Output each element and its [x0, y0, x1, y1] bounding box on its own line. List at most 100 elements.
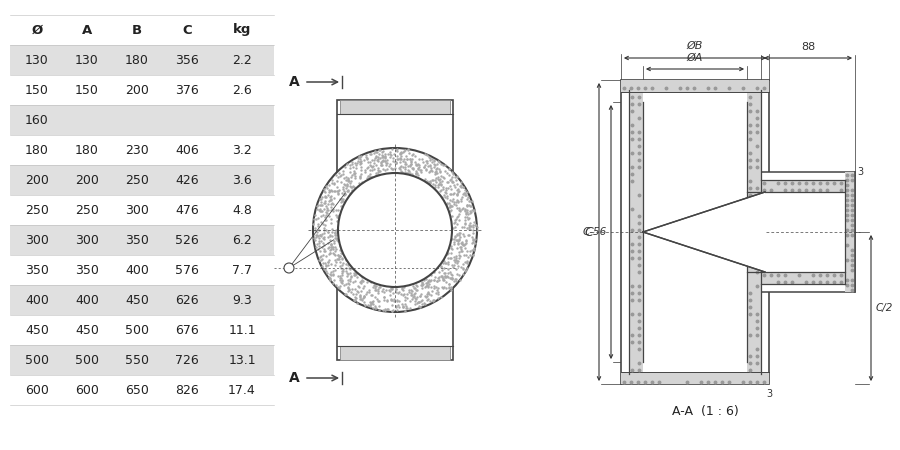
Point [409, 167, 423, 175]
Point [374, 167, 388, 175]
Point [320, 192, 335, 199]
Point [424, 177, 438, 184]
Point [343, 189, 357, 196]
Point [365, 164, 380, 171]
Point [319, 216, 333, 224]
Point [327, 194, 341, 201]
Point [454, 248, 469, 255]
Point [447, 224, 462, 231]
Point [452, 206, 466, 213]
Point [323, 249, 338, 256]
Point [414, 166, 428, 173]
Point [431, 184, 446, 191]
Point [374, 148, 389, 156]
Point [451, 185, 465, 192]
Point [343, 266, 357, 273]
Point [339, 174, 354, 181]
Point [370, 295, 384, 302]
Point [330, 251, 345, 258]
Point [460, 195, 474, 203]
Point [323, 276, 338, 283]
Point [430, 164, 445, 171]
Point [359, 153, 374, 161]
Point [419, 160, 434, 167]
Point [430, 160, 445, 167]
Point [319, 268, 333, 275]
Point [418, 150, 432, 158]
Point [400, 146, 415, 153]
Point [452, 210, 466, 217]
Point [452, 271, 466, 279]
Point [385, 145, 400, 153]
Point [424, 283, 438, 290]
Point [335, 261, 349, 269]
Point [400, 170, 414, 177]
Point [331, 212, 346, 219]
Point [306, 220, 320, 227]
Point [329, 255, 344, 262]
Point [322, 249, 337, 256]
Point [445, 245, 459, 252]
Point [323, 241, 338, 248]
Point [332, 252, 347, 259]
Point [415, 284, 429, 292]
Point [393, 152, 408, 159]
Point [356, 292, 371, 299]
Point [457, 191, 472, 198]
Point [313, 253, 328, 260]
Point [405, 291, 419, 298]
Point [415, 281, 429, 288]
Text: 11.1: 11.1 [229, 324, 256, 337]
Point [342, 278, 356, 285]
Point [445, 275, 459, 282]
Point [337, 185, 351, 192]
Point [438, 187, 453, 194]
Point [339, 188, 354, 195]
Point [462, 222, 476, 229]
Point [450, 180, 464, 188]
Point [442, 284, 456, 292]
Point [333, 195, 347, 203]
Point [444, 202, 458, 209]
Point [378, 306, 392, 314]
Point [410, 166, 425, 173]
Point [353, 154, 367, 161]
Point [431, 274, 446, 282]
Point [434, 293, 448, 300]
Point [334, 171, 348, 179]
Point [320, 227, 334, 234]
Point [464, 239, 479, 246]
Point [382, 150, 397, 158]
Point [428, 162, 443, 169]
Point [410, 299, 424, 306]
Point [437, 259, 452, 266]
Point [447, 275, 462, 282]
Point [347, 296, 362, 303]
Point [356, 278, 371, 285]
Point [328, 232, 342, 239]
Text: ØB: ØB [687, 41, 703, 51]
Point [328, 251, 342, 258]
Point [341, 286, 356, 293]
Point [405, 171, 419, 178]
Point [341, 261, 356, 269]
Point [319, 208, 333, 216]
Point [416, 158, 430, 166]
Point [417, 280, 431, 287]
Point [355, 160, 369, 167]
Point [317, 225, 331, 232]
Point [341, 288, 356, 295]
Point [451, 240, 465, 248]
Bar [747, 90, 761, 374]
Point [460, 189, 474, 196]
Point [334, 178, 348, 185]
Point [439, 189, 454, 197]
Point [457, 232, 472, 239]
Point [336, 170, 350, 177]
Point [338, 290, 352, 297]
Point [456, 265, 471, 272]
Point [435, 273, 449, 280]
Point [369, 304, 383, 311]
Point [330, 238, 345, 245]
Point [433, 187, 447, 194]
